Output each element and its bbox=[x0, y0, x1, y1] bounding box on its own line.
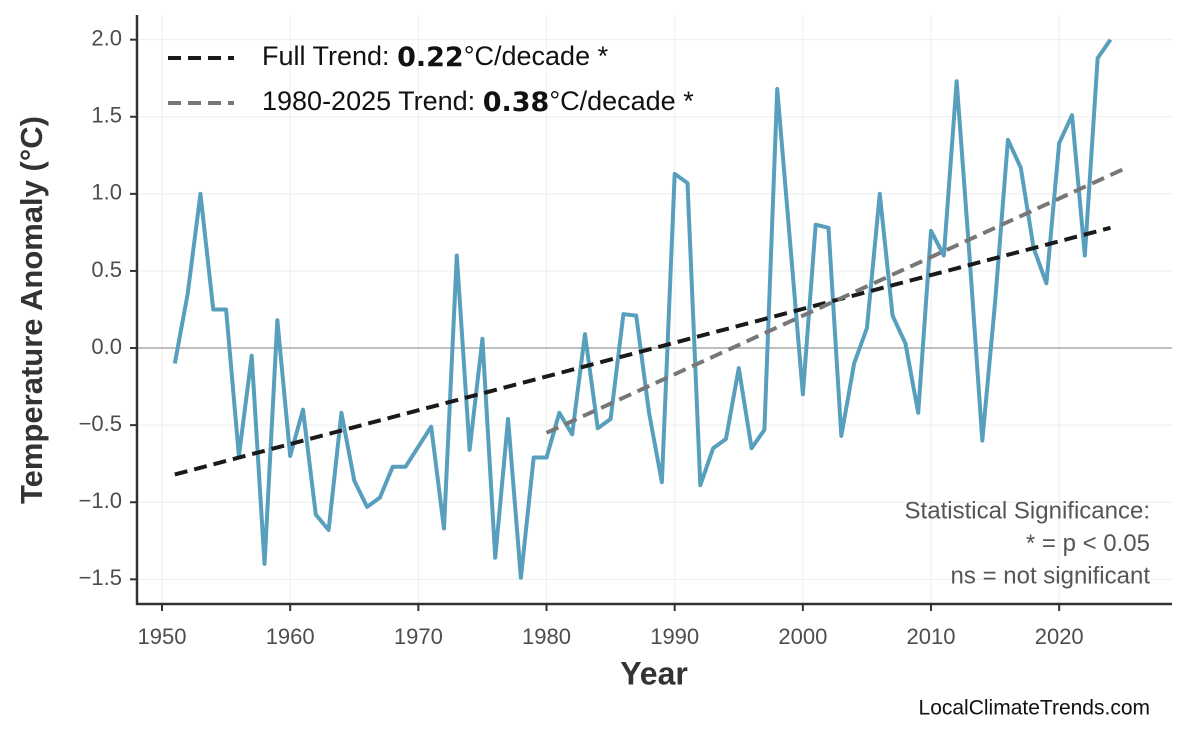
y-tick-label: −1.5 bbox=[79, 565, 122, 590]
y-tick-label: −1.0 bbox=[79, 488, 122, 513]
y-tick-label: 1.5 bbox=[91, 103, 122, 128]
x-tick-label: 2000 bbox=[778, 624, 827, 649]
x-tick-label: 1950 bbox=[138, 624, 187, 649]
annotation: * = p < 0.05 bbox=[1026, 530, 1150, 557]
x-tick-label: 1960 bbox=[266, 624, 315, 649]
y-axis-label: Temperature Anomaly (°C) bbox=[14, 116, 49, 504]
legend-trend: 0.22 bbox=[397, 42, 464, 73]
legend-unit: °C/decade bbox=[464, 41, 590, 71]
legend-label: Full Trend: 0.22°C/decade * bbox=[262, 41, 609, 72]
annotation: Statistical Significance: bbox=[905, 497, 1150, 524]
x-tick-label: 2020 bbox=[1035, 624, 1084, 649]
legend-unit: °C/decade bbox=[549, 86, 675, 116]
x-tick-label: 1970 bbox=[394, 624, 443, 649]
trend-line bbox=[174, 225, 1111, 477]
legend-significance: * bbox=[683, 86, 694, 116]
y-tick-label: 0.5 bbox=[91, 257, 122, 282]
y-tick-label: 0.0 bbox=[91, 334, 122, 359]
x-tick-label: 1980 bbox=[522, 624, 571, 649]
legend-significance: * bbox=[598, 41, 609, 71]
x-tick-label: 1990 bbox=[650, 624, 699, 649]
y-tick-label: 2.0 bbox=[91, 25, 122, 50]
y-tick-label: −0.5 bbox=[79, 411, 122, 436]
x-axis-label: Year bbox=[620, 655, 688, 691]
legend-name: 1980-2025 Trend: bbox=[262, 86, 475, 116]
legend-name: Full Trend: bbox=[262, 41, 390, 71]
source: LocalClimateTrends.com bbox=[919, 697, 1150, 720]
legend-trend: 0.38 bbox=[483, 87, 550, 118]
legend-label: 1980-2025 Trend: 0.38°C/decade * bbox=[262, 86, 694, 117]
annotation: ns = not significant bbox=[951, 562, 1151, 589]
x-tick-label: 2010 bbox=[907, 624, 956, 649]
data-line bbox=[172, 38, 1113, 580]
y-tick-label: 1.0 bbox=[91, 180, 122, 205]
trend-line bbox=[545, 167, 1125, 435]
